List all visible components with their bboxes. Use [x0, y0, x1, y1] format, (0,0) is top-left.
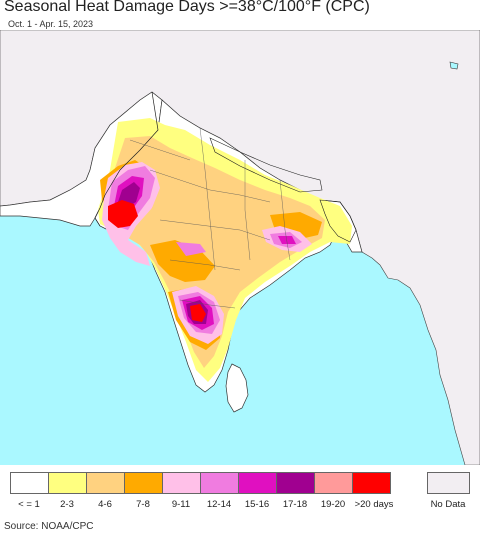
- source-credit: Source: NOAA/CPC: [4, 521, 94, 532]
- legend-label: 15-16: [244, 499, 270, 510]
- legend-swatches: [10, 472, 391, 494]
- zone-20plus-south: [190, 304, 206, 322]
- map-title: Seasonal Heat Damage Days >=38°C/100°F (…: [4, 0, 370, 15]
- legend-label: >20 days: [354, 499, 394, 510]
- legend-label: 4-6: [98, 499, 112, 510]
- zone-20plus-west: [108, 200, 138, 228]
- legend-label: 17-18: [282, 499, 308, 510]
- legend-label: 2-3: [60, 499, 74, 510]
- lake-marker: [449, 61, 459, 70]
- legend-label-nodata: No Data: [430, 499, 466, 510]
- legend-swatch-gt20: [352, 472, 391, 494]
- bangladesh-border: [319, 199, 357, 243]
- legend-swatch-nodata: [427, 472, 470, 494]
- legend-swatch-9-11: [162, 472, 201, 494]
- sri-lanka: [225, 363, 249, 413]
- legend: < = 1 2-3 4-6 7-8 9-11 12-14 15-16 17-18…: [10, 472, 472, 514]
- south-asia-map: [0, 30, 480, 465]
- legend-swatch-le1: [10, 472, 49, 494]
- legend-label: 9-11: [171, 499, 191, 510]
- legend-label: 19-20: [320, 499, 346, 510]
- nepal-border: [209, 137, 323, 193]
- legend-swatch-7-8: [124, 472, 163, 494]
- legend-label: 12-14: [206, 499, 232, 510]
- legend-swatch-17-18: [276, 472, 315, 494]
- legend-swatch-15-16: [238, 472, 277, 494]
- zone-15-16-east: [278, 236, 296, 244]
- india-pakistan-border: [94, 91, 159, 227]
- legend-labels: < = 1 2-3 4-6 7-8 9-11 12-14 15-16 17-18…: [10, 499, 472, 513]
- legend-swatch-4-6: [86, 472, 125, 494]
- legend-label: 7-8: [136, 499, 150, 510]
- legend-swatch-2-3: [48, 472, 87, 494]
- map-date-range: Oct. 1 - Apr. 15, 2023: [8, 19, 94, 29]
- zone-12-14-central: [176, 242, 206, 256]
- legend-swatch-19-20: [314, 472, 353, 494]
- legend-label: < = 1: [18, 499, 40, 510]
- legend-swatch-12-14: [200, 472, 239, 494]
- state-borders: [129, 127, 291, 309]
- zone-4-6: [106, 136, 325, 368]
